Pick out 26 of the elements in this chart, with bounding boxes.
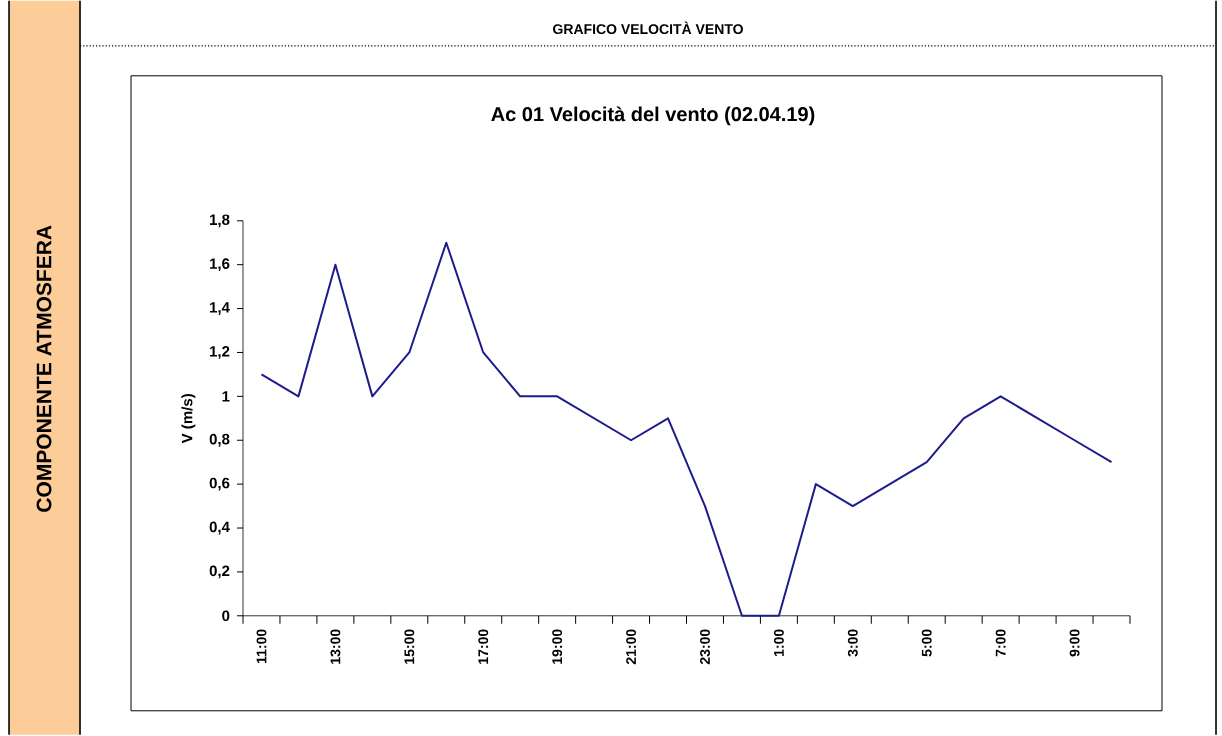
x-tick-label: 1:00: [773, 629, 784, 657]
x-tick-label: 21:00: [626, 629, 637, 665]
chart-title: Ac 01 Velocità del vento (02.04.19): [491, 106, 815, 126]
x-tick-label: 5:00: [921, 629, 932, 657]
y-tick-label: 0,2: [209, 565, 230, 579]
text: COMPONENTE ATMOSFERA: [36, 225, 52, 513]
y-tick-label: 0,8: [209, 434, 230, 447]
x-tick-label: 13:00: [330, 629, 341, 664]
x-tick-label: 17:00: [478, 629, 489, 664]
y-tick-label: 0,4: [209, 521, 230, 535]
y-tick-label: 1,6: [210, 258, 230, 272]
text: GRAFICO VELOCITÀ VENTO: [553, 21, 743, 35]
y-tick-label: 1,2: [210, 346, 230, 360]
x-tick-label: 15:00: [404, 629, 415, 664]
x-tick-label: 9:00: [1069, 629, 1080, 657]
x-tick-label: 23:00: [700, 629, 710, 665]
y-tick-label: 1,8: [210, 214, 230, 228]
y-tick-label: 1: [222, 391, 230, 402]
x-tick-label: 11:00: [256, 629, 267, 664]
y-tick-label: 0: [222, 610, 230, 622]
x-tick-label: 19:00: [552, 629, 563, 664]
y-axis-title: V (m/s): [181, 394, 196, 444]
y-tick-label: 0,6: [209, 477, 230, 491]
x-tick-label: 3:00: [847, 629, 858, 657]
x-tick-label: 7:00: [995, 629, 1006, 657]
y-tick-label: 1,4: [210, 302, 230, 316]
